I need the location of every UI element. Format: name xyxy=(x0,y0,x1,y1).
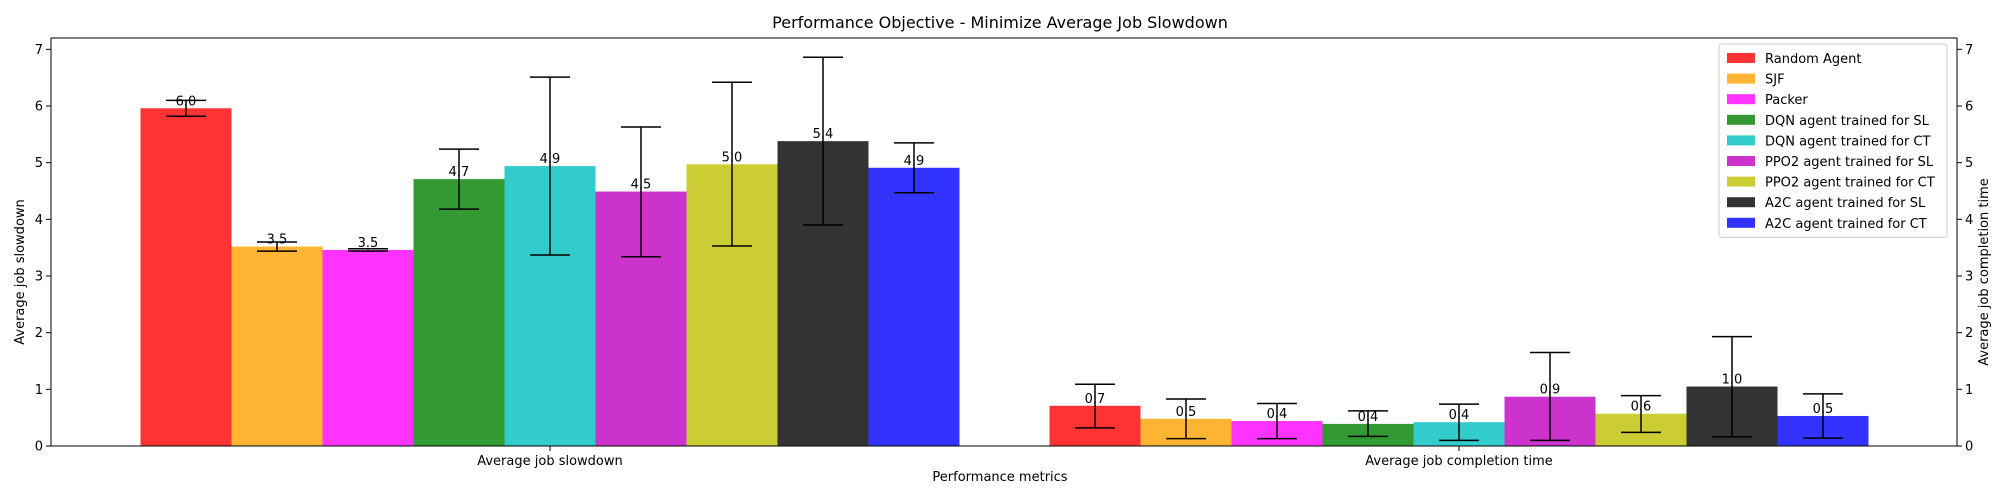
data-label: 4.9 xyxy=(540,152,561,167)
legend: Random Agent SJF Packer DQN agent trained f… xyxy=(1718,43,1948,238)
x-tick-label: Average job completion time xyxy=(1365,454,1553,469)
y-tick-label-left: 5 xyxy=(35,156,43,171)
y-tick-label-right: 7 xyxy=(1965,43,1973,58)
y-tick-label-left: 3 xyxy=(35,270,43,285)
y-tick-label-left: 6 xyxy=(35,100,43,115)
data-label: 5.0 xyxy=(722,150,743,165)
data-label: 0.5 xyxy=(1813,402,1834,417)
y-axis-right-title: Average job completion time xyxy=(1977,178,1992,366)
legend-swatch xyxy=(1727,73,1755,84)
data-label: 0.7 xyxy=(1085,392,1106,407)
legend-entry: PPO2 agent trained for CT xyxy=(1765,176,1935,191)
legend-entry: Packer xyxy=(1765,93,1808,108)
y-tick-label-right: 0 xyxy=(1965,440,1973,455)
data-label: 4.9 xyxy=(904,154,925,169)
legend-entry: A2C agent trained for CT xyxy=(1765,217,1927,232)
data-label: 3.5 xyxy=(267,233,288,248)
legend-entry: SJF xyxy=(1765,73,1785,88)
y-tick-label-right: 5 xyxy=(1965,156,1973,171)
legend-swatch xyxy=(1727,217,1755,228)
legend-entry: DQN agent trained for SL xyxy=(1765,114,1930,129)
y-tick-label-left: 1 xyxy=(35,383,43,398)
bar xyxy=(231,246,323,446)
legend-swatch xyxy=(1727,53,1755,63)
legend-box xyxy=(1718,43,1948,238)
data-label: 3.5 xyxy=(358,236,379,251)
data-label: 0.4 xyxy=(1449,408,1470,423)
bar xyxy=(140,108,232,447)
y-tick-label-right: 2 xyxy=(1965,326,1973,341)
x-axis-title: Performance metrics xyxy=(932,470,1067,485)
legend-swatch xyxy=(1727,197,1755,208)
y-axis-left-title: Average job slowdown xyxy=(13,199,28,345)
legend-swatch xyxy=(1727,176,1755,187)
data-label: 6.0 xyxy=(176,94,197,109)
y-tick-label-left: 4 xyxy=(35,213,43,228)
y-tick-label-left: 0 xyxy=(35,440,43,455)
legend-entry: DQN agent trained for CT xyxy=(1765,134,1931,149)
data-label: 0.5 xyxy=(1176,405,1197,420)
chart-title: Performance Objective - Minimize Average… xyxy=(772,13,1228,32)
plot-area: 6.0 0.7 3.5 0.5 3.5 0.4 4.7 0.4 4.9 0.4 4.5 0.9 5.0 0… xyxy=(140,56,1869,447)
data-label: 0.9 xyxy=(1540,383,1561,398)
legend-swatch xyxy=(1727,135,1755,146)
bar xyxy=(868,167,960,446)
legend-entry: Random Agent xyxy=(1765,52,1861,67)
y-tick-label-left: 7 xyxy=(35,43,43,58)
data-label: 4.5 xyxy=(631,178,652,193)
data-label: 0.6 xyxy=(1631,400,1652,415)
data-label: 5.4 xyxy=(813,127,834,142)
y-tick-label-right: 6 xyxy=(1965,100,1973,115)
data-label: 1.0 xyxy=(1722,373,1743,388)
legend-entry: A2C agent trained for SL xyxy=(1765,196,1926,211)
x-tick-label: Average job slowdown xyxy=(477,454,623,469)
y-tick-label-right: 1 xyxy=(1965,383,1973,398)
bar xyxy=(413,179,505,446)
legend-swatch xyxy=(1727,114,1755,125)
y-tick-label-left: 2 xyxy=(35,326,43,341)
axes-frame xyxy=(50,37,1958,447)
legend-swatch xyxy=(1727,94,1755,105)
data-label: 4.7 xyxy=(449,165,470,180)
data-label: 0.4 xyxy=(1358,410,1379,425)
legend-entry: PPO2 agent trained for SL xyxy=(1765,155,1934,170)
axes: 0 0 1 1 2 2 3 3 4 4 5 5 6 6 7 7 Average job slowdown Aver… xyxy=(35,43,1974,469)
y-tick-label-right: 4 xyxy=(1965,213,1973,228)
y-tick-label-right: 3 xyxy=(1965,270,1973,285)
data-label: 0.4 xyxy=(1267,407,1288,422)
legend-swatch xyxy=(1727,156,1755,166)
bar xyxy=(322,249,414,446)
